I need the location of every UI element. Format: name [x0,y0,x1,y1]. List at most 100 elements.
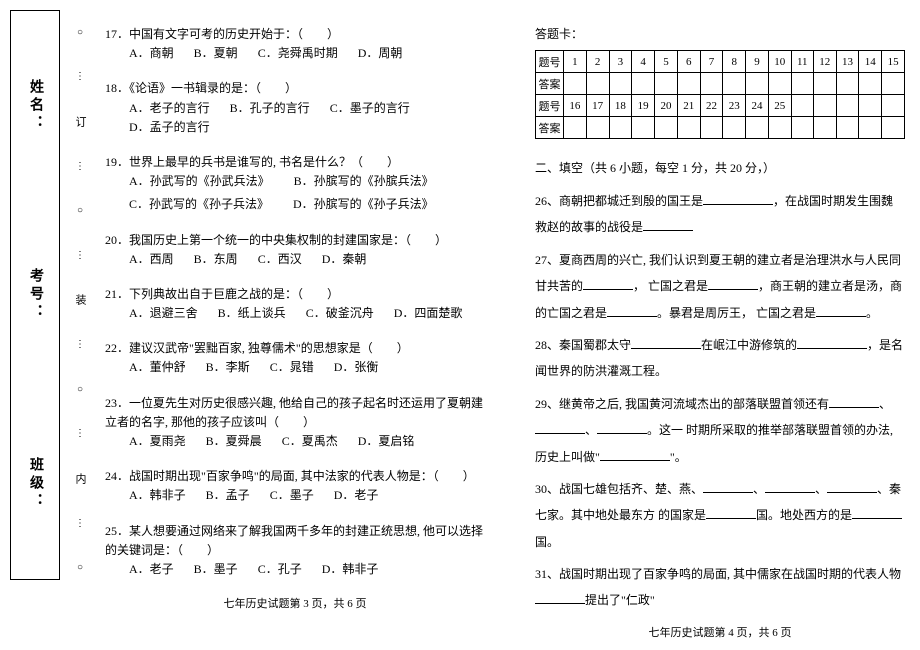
ans-cell[interactable] [700,117,723,139]
blank[interactable] [706,505,756,519]
blank[interactable] [607,303,657,317]
blank[interactable] [703,479,753,493]
blank[interactable] [852,505,902,519]
ans-cell[interactable] [586,73,609,95]
circle-icon: ○ [77,27,83,38]
q22-opt-b: B．李斯 [206,358,250,377]
empty-cell [859,95,882,117]
binding-marks: ○ ⋮ 订 ⋮ ○ ⋮ 装 ⋮ ○ ⋮ 内 ⋮ ○ [70,10,90,590]
ans-cell[interactable] [564,73,587,95]
ans-cell[interactable] [700,73,723,95]
ans-cell[interactable] [655,117,678,139]
q30-text-c: 、 [815,482,827,496]
blank[interactable] [708,276,758,290]
blank[interactable] [631,335,701,349]
q24-stem: 24．战国时期出现"百家争鸣"的局面, 其中法家的代表人物是：（ ） [105,467,485,486]
num-cell: 15 [882,51,905,73]
rowhead-ans2: 答案 [536,117,564,139]
ans-cell[interactable] [882,73,905,95]
question-24: 24．战国时期出现"百家争鸣"的局面, 其中法家的代表人物是：（ ） A．韩非子… [105,467,485,505]
q22-opt-c: C．晁错 [270,358,314,377]
num-cell: 13 [836,51,859,73]
q17-opt-b: B．夏朝 [194,44,238,63]
ans-cell[interactable] [632,117,655,139]
ans-cell[interactable] [768,117,791,139]
q30-text-b: 、 [753,482,765,496]
ans-cell[interactable] [564,117,587,139]
ans-cell[interactable] [655,73,678,95]
blank[interactable] [797,335,867,349]
q27-text-b: ， [633,279,645,293]
question-31: 31、战国时期出现了百家争鸣的局面, 其中儒家在战国时期的代表人物提出了"仁政" [535,561,905,614]
q22-stem: 22．建议汉武帝"罢黜百家, 独尊儒术"的思想家是（ ） [105,339,485,358]
q18-opt-d: D．孟子的言行 [129,118,210,137]
blank[interactable] [765,479,815,493]
q28-text-b: 在岷江中游修筑的 [701,338,797,352]
ans-cell[interactable] [632,73,655,95]
ans-cell[interactable] [609,73,632,95]
q23-stem: 23．一位夏先生对历史很感兴趣, 他给自己的孩子起名时还运用了夏朝建立者的名字,… [105,394,485,432]
q29-text-d: 。这一 [647,423,683,437]
dots-icon: ⋮ [75,161,85,172]
q19-opt-b: B．孙膑写的《孙膑兵法》 [294,172,434,191]
ans-cell[interactable] [586,117,609,139]
num-cell: 5 [655,51,678,73]
ans-cell[interactable] [723,73,746,95]
q29-text-f: "。 [670,450,687,464]
q30-text-g: 国。 [535,535,559,549]
blank[interactable] [535,590,585,604]
blank[interactable] [643,217,693,231]
ans-cell[interactable] [677,117,700,139]
ans-cell[interactable] [836,117,859,139]
ans-cell[interactable] [677,73,700,95]
blank[interactable] [816,303,866,317]
blank[interactable] [583,276,633,290]
empty-cell [791,95,813,117]
q28-text-a: 28、秦国蜀郡太守 [535,338,631,352]
q21-opt-d: D．四面楚歌 [394,304,463,323]
q19-stem: 19．世界上最早的兵书是谁写的, 书名是什么？（ ） [105,153,485,172]
rowhead-num1: 题号 [536,51,564,73]
q18-opt-a: A．老子的言行 [129,99,210,118]
ans-cell[interactable] [609,117,632,139]
question-19: 19．世界上最早的兵书是谁写的, 书名是什么？（ ） A．孙武写的《孙武兵法》 … [105,153,485,215]
num-cell: 2 [586,51,609,73]
blank[interactable] [703,191,773,205]
num-cell: 12 [813,51,836,73]
ans-cell[interactable] [859,73,882,95]
num-cell: 1 [564,51,587,73]
ans-cell[interactable] [836,73,859,95]
blank[interactable] [827,479,877,493]
blank[interactable] [829,394,879,408]
q25-stem: 25．某人想要通过网络来了解我国两千多年的封建正统思想, 他可以选择的关键词是：… [105,522,485,560]
q25-opt-a: A．老子 [129,560,174,579]
ans-cell[interactable] [859,117,882,139]
ans-cell[interactable] [791,117,813,139]
blank[interactable] [600,447,670,461]
blank[interactable] [597,420,647,434]
ans-cell[interactable] [746,117,769,139]
ans-cell[interactable] [813,73,836,95]
binding-strip: 姓名： 考号： 班级： [10,10,60,580]
ans-cell[interactable] [882,117,905,139]
ans-cell[interactable] [791,73,813,95]
num-cell: 22 [700,95,723,117]
table-row: 题号 16 17 18 19 20 21 22 23 24 25 [536,95,905,117]
ans-cell[interactable] [723,117,746,139]
circle-icon: ○ [77,205,83,216]
question-25: 25．某人想要通过网络来了解我国两千多年的封建正统思想, 他可以选择的关键词是：… [105,522,485,580]
q23-opt-d: D．夏启铭 [358,432,415,451]
num-cell: 20 [655,95,678,117]
question-23: 23．一位夏先生对历史很感兴趣, 他给自己的孩子起名时还运用了夏朝建立者的名字,… [105,394,485,452]
num-cell: 25 [768,95,791,117]
blank[interactable] [535,420,585,434]
num-cell: 3 [609,51,632,73]
ans-cell[interactable] [746,73,769,95]
left-page: 17．中国有文字可考的历史开始于：（ ） A．商朝 B．夏朝 C．尧舜禹时期 D… [105,25,485,611]
q17-opt-c: C．尧舜禹时期 [258,44,338,63]
num-cell: 6 [677,51,700,73]
ans-cell[interactable] [813,117,836,139]
q31-text-b: 提出了"仁政" [585,593,655,607]
ans-cell[interactable] [768,73,791,95]
circle-icon: ○ [77,384,83,395]
